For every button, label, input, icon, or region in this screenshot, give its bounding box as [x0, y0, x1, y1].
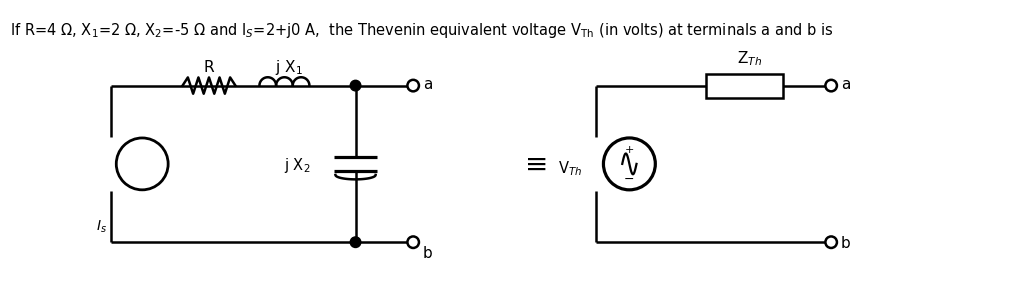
- Text: $I_s$: $I_s$: [95, 218, 106, 235]
- Circle shape: [825, 80, 837, 91]
- Circle shape: [408, 236, 419, 248]
- Text: If R=4 $\Omega$, X$_1$=2 $\Omega$, X$_2$=-5 $\Omega$ and I$_S$=2+j0 A,  the Thev: If R=4 $\Omega$, X$_1$=2 $\Omega$, X$_2$…: [9, 21, 833, 40]
- Text: −: −: [625, 173, 635, 186]
- Text: b: b: [423, 246, 432, 261]
- Text: b: b: [841, 236, 851, 251]
- Text: +: +: [625, 145, 634, 155]
- Text: R: R: [204, 60, 214, 75]
- Circle shape: [603, 138, 655, 190]
- Text: j X$_2$: j X$_2$: [284, 156, 310, 175]
- Circle shape: [350, 237, 360, 248]
- Circle shape: [350, 80, 360, 91]
- Circle shape: [408, 80, 419, 91]
- Text: V$_{Th}$: V$_{Th}$: [558, 159, 583, 178]
- Text: a: a: [423, 77, 432, 92]
- Circle shape: [825, 236, 837, 248]
- Text: Z$_{Th}$: Z$_{Th}$: [737, 49, 762, 68]
- Text: j X$_1$: j X$_1$: [275, 58, 303, 77]
- Text: $\equiv$: $\equiv$: [519, 150, 547, 178]
- Text: a: a: [841, 77, 850, 92]
- Bar: [707, 74, 783, 97]
- Circle shape: [117, 138, 168, 190]
